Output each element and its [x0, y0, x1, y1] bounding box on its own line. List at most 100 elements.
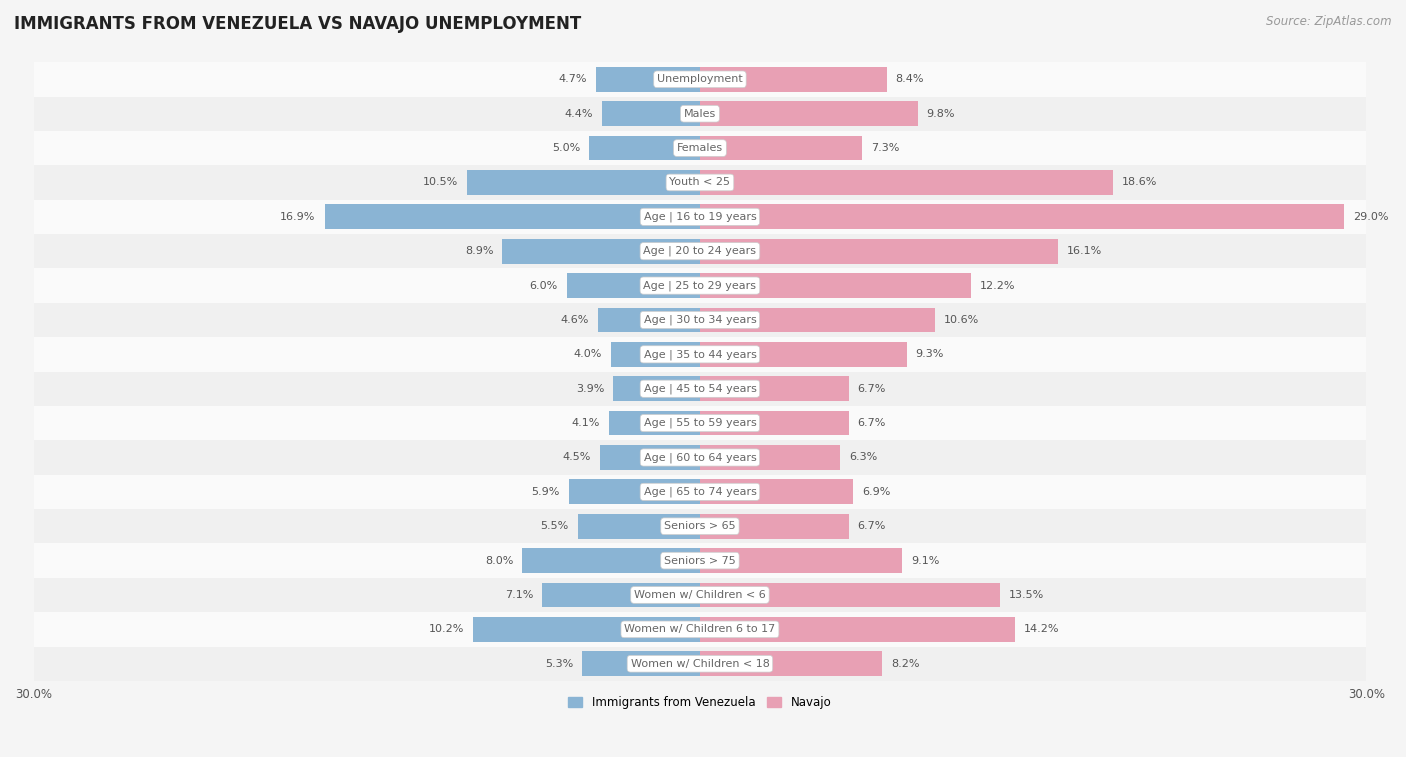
Bar — [582, 651, 700, 676]
Bar — [474, 617, 700, 642]
Bar — [700, 479, 853, 504]
Bar — [600, 445, 700, 470]
Bar — [598, 307, 700, 332]
Bar — [596, 67, 700, 92]
Bar — [34, 544, 1367, 578]
Text: 6.7%: 6.7% — [858, 384, 886, 394]
Bar — [543, 583, 700, 607]
Text: 9.1%: 9.1% — [911, 556, 939, 565]
Text: 16.1%: 16.1% — [1067, 246, 1102, 256]
Text: 7.1%: 7.1% — [505, 590, 533, 600]
Text: Age | 30 to 34 years: Age | 30 to 34 years — [644, 315, 756, 326]
Legend: Immigrants from Venezuela, Navajo: Immigrants from Venezuela, Navajo — [564, 692, 837, 714]
Bar — [700, 376, 849, 401]
Text: 3.9%: 3.9% — [576, 384, 605, 394]
Bar — [34, 303, 1367, 337]
Bar — [34, 646, 1367, 681]
Bar — [700, 170, 1114, 195]
Text: Age | 25 to 29 years: Age | 25 to 29 years — [644, 280, 756, 291]
Bar — [34, 578, 1367, 612]
Bar — [700, 445, 839, 470]
Bar — [609, 411, 700, 435]
Bar — [34, 269, 1367, 303]
Bar — [502, 239, 700, 263]
Text: Age | 55 to 59 years: Age | 55 to 59 years — [644, 418, 756, 428]
Text: Age | 16 to 19 years: Age | 16 to 19 years — [644, 212, 756, 222]
Text: 6.7%: 6.7% — [858, 418, 886, 428]
Bar — [34, 406, 1367, 441]
Text: 16.9%: 16.9% — [280, 212, 315, 222]
Bar — [700, 204, 1344, 229]
Text: Age | 35 to 44 years: Age | 35 to 44 years — [644, 349, 756, 360]
Text: Unemployment: Unemployment — [657, 74, 742, 84]
Bar — [602, 101, 700, 126]
Text: 8.2%: 8.2% — [891, 659, 920, 668]
Bar — [612, 342, 700, 366]
Bar — [34, 475, 1367, 509]
Text: 13.5%: 13.5% — [1008, 590, 1045, 600]
Bar — [34, 131, 1367, 165]
Text: Seniors > 75: Seniors > 75 — [664, 556, 735, 565]
Text: 6.9%: 6.9% — [862, 487, 890, 497]
Text: Seniors > 65: Seniors > 65 — [664, 522, 735, 531]
Text: 12.2%: 12.2% — [980, 281, 1015, 291]
Bar — [700, 514, 849, 539]
Text: Women w/ Children < 6: Women w/ Children < 6 — [634, 590, 766, 600]
Bar — [467, 170, 700, 195]
Text: 29.0%: 29.0% — [1353, 212, 1389, 222]
Text: 9.8%: 9.8% — [927, 109, 955, 119]
Bar — [567, 273, 700, 298]
Bar — [34, 337, 1367, 372]
Bar — [700, 239, 1057, 263]
Bar — [578, 514, 700, 539]
Text: 10.6%: 10.6% — [945, 315, 980, 325]
Text: 5.5%: 5.5% — [541, 522, 569, 531]
Bar — [34, 441, 1367, 475]
Bar — [700, 342, 907, 366]
Bar — [700, 548, 903, 573]
Text: 4.1%: 4.1% — [572, 418, 600, 428]
Text: 8.0%: 8.0% — [485, 556, 513, 565]
Bar — [700, 136, 862, 160]
Text: 6.7%: 6.7% — [858, 522, 886, 531]
Bar — [700, 583, 1000, 607]
Bar — [700, 651, 882, 676]
Bar — [700, 307, 935, 332]
Text: 7.3%: 7.3% — [870, 143, 900, 153]
Text: Source: ZipAtlas.com: Source: ZipAtlas.com — [1267, 15, 1392, 28]
Text: 10.2%: 10.2% — [429, 625, 464, 634]
Text: Youth < 25: Youth < 25 — [669, 177, 731, 188]
Text: 5.9%: 5.9% — [531, 487, 560, 497]
Text: 4.7%: 4.7% — [558, 74, 586, 84]
Text: 5.0%: 5.0% — [551, 143, 581, 153]
Text: Age | 20 to 24 years: Age | 20 to 24 years — [644, 246, 756, 257]
Text: Age | 60 to 64 years: Age | 60 to 64 years — [644, 452, 756, 463]
Text: 4.4%: 4.4% — [565, 109, 593, 119]
Text: 9.3%: 9.3% — [915, 349, 943, 360]
Bar — [34, 372, 1367, 406]
Text: 4.5%: 4.5% — [562, 453, 591, 463]
Bar — [589, 136, 700, 160]
Text: Age | 65 to 74 years: Age | 65 to 74 years — [644, 487, 756, 497]
Text: Women w/ Children 6 to 17: Women w/ Children 6 to 17 — [624, 625, 776, 634]
Text: 5.3%: 5.3% — [546, 659, 574, 668]
Text: 8.4%: 8.4% — [896, 74, 924, 84]
Bar — [613, 376, 700, 401]
Text: Age | 45 to 54 years: Age | 45 to 54 years — [644, 384, 756, 394]
Text: Females: Females — [676, 143, 723, 153]
Text: 18.6%: 18.6% — [1122, 177, 1157, 188]
Bar — [700, 273, 972, 298]
Bar — [34, 612, 1367, 646]
Bar — [34, 165, 1367, 200]
Bar — [34, 234, 1367, 269]
Bar — [34, 62, 1367, 96]
Text: 4.6%: 4.6% — [561, 315, 589, 325]
Bar — [325, 204, 700, 229]
Bar — [700, 617, 1015, 642]
Text: 6.0%: 6.0% — [530, 281, 558, 291]
Text: 10.5%: 10.5% — [423, 177, 458, 188]
Text: 4.0%: 4.0% — [574, 349, 602, 360]
Bar — [700, 67, 887, 92]
Text: 14.2%: 14.2% — [1025, 625, 1060, 634]
Bar — [34, 96, 1367, 131]
